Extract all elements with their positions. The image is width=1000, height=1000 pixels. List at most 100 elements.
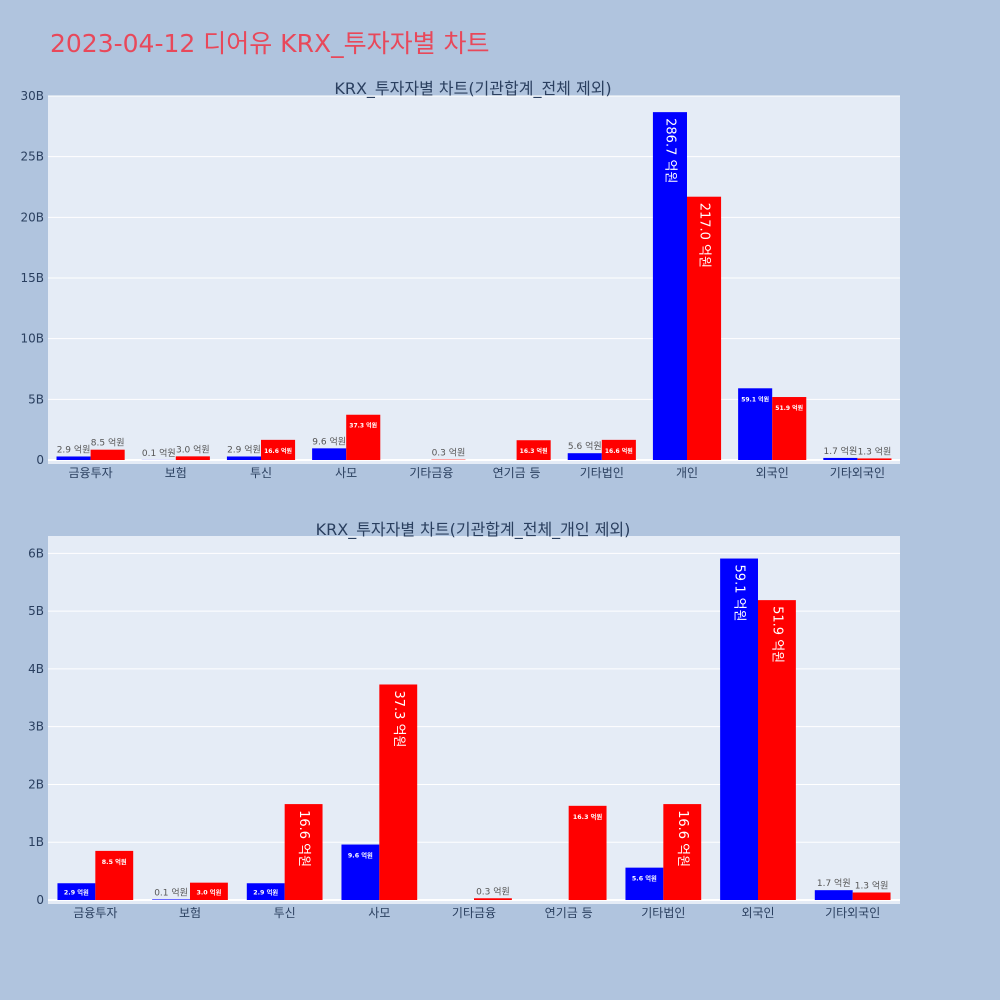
chart-2-bar-buy: [246, 883, 285, 900]
chart-2-bar-buy: [341, 844, 380, 900]
chart-1-ytick-label: 5B: [28, 392, 44, 406]
chart-2-data-label: 16.6 억원: [296, 810, 311, 867]
chart-1-data-label: 1.3 억원: [858, 445, 892, 457]
chart-2-category-label: 연기금 등: [545, 906, 593, 920]
chart-2-data-label: 2.9 억원: [64, 888, 89, 897]
chart-1-category-label: 기타법인: [580, 466, 624, 480]
chart-1-category-label: 금융투자: [69, 466, 113, 480]
chart-1-bar-sell: [261, 439, 296, 460]
chart-1-ytick-label: 25B: [20, 150, 44, 164]
chart-1-bar-sell: [687, 196, 722, 460]
chart-1-ytick-label: 0: [36, 453, 44, 467]
chart-2-category-label: 금융투자: [73, 906, 117, 920]
chart-2-data-label: 37.3 억원: [391, 690, 406, 747]
chart-1-data-label: 5.6 억원: [568, 440, 602, 452]
chart-2-bar-buy: [625, 867, 664, 900]
chart-2-data-label: 2.9 억원: [253, 888, 278, 897]
chart-2-data-label: 59.1 억원: [732, 565, 747, 622]
chart-1-bar-sell: [857, 458, 892, 460]
chart-2-ytick-label: 3B: [28, 720, 44, 734]
chart-1-category-label: 외국인: [756, 466, 789, 480]
chart-1-category-label: 기타금융: [409, 466, 453, 480]
chart-2-data-label: 51.9 억원: [769, 606, 784, 663]
chart-2-data-label: 1.7 억원: [817, 877, 851, 889]
chart-1-data-label: 0.3 억원: [432, 447, 466, 459]
chart-1-bar-buy: [312, 448, 347, 460]
chart-2-data-label: 3.0 억원: [196, 887, 221, 896]
chart-2-bar-sell: [379, 684, 418, 900]
chart-1-bar-sell: [516, 440, 551, 460]
chart-2-bar-sell: [758, 600, 796, 900]
chart-2-ytick-label: 6B: [28, 546, 44, 560]
chart-2-ytick-label: 2B: [28, 777, 44, 791]
chart-1-bar-buy: [652, 112, 687, 461]
chart-1-ytick-label: 10B: [20, 332, 44, 346]
chart-2-bar-sell: [568, 805, 607, 900]
chart-1-category-label: 사모: [335, 466, 357, 480]
chart-2-bar-buy: [152, 899, 190, 900]
chart-1-data-label: 16.3 억원: [520, 447, 548, 455]
chart-1-data-label: 37.3 억원: [349, 422, 377, 430]
chart-2-bar-sell: [284, 804, 323, 900]
chart-2-data-label: 1.3 억원: [855, 879, 889, 891]
chart-2-bar-sell: [190, 882, 228, 900]
chart-2-category-label: 사모: [368, 906, 390, 920]
page-title: 2023-04-12 디어유 KRX_투자자별 차트: [50, 29, 490, 58]
chart-1-data-label: 1.7 억원: [823, 445, 857, 457]
chart-2-data-label: 5.6 억원: [632, 874, 657, 883]
chart-1-bar-buy: [56, 456, 91, 460]
chart-1-data-label: 2.9 억원: [227, 443, 261, 455]
chart-1-ytick-label: 20B: [20, 210, 44, 224]
chart-2-bar-buy: [720, 558, 758, 900]
chart-2-category-label: 보험: [179, 906, 201, 920]
chart-2-category-label: 기타금융: [452, 906, 496, 920]
chart-1-data-label: 51.9 억원: [775, 404, 803, 412]
chart-2-bar-sell: [852, 892, 891, 900]
chart-1-category-label: 연기금 등: [493, 466, 541, 480]
chart-1-bar-buy: [823, 457, 858, 460]
chart-2-category-label: 기타외국인: [825, 906, 880, 920]
chart-2-bar-sell: [95, 850, 134, 900]
chart-2-data-label: 16.3 억원: [573, 812, 603, 821]
chart-1-data-label: 2.9 억원: [57, 443, 91, 455]
chart-1-data-label: 59.1 억원: [741, 395, 769, 403]
chart-2-data-label: 0.3 억원: [476, 885, 510, 897]
chart-1-ytick-label: 30B: [20, 89, 44, 103]
chart-1-title: KRX_투자자별 차트(기관합계_전체 제외): [334, 79, 611, 99]
chart-1-data-label: 3.0 억원: [176, 443, 210, 455]
chart-2-category-label: 외국인: [741, 906, 774, 920]
chart-2-ytick-label: 4B: [28, 662, 44, 676]
chart-1-bar-sell: [601, 439, 636, 460]
chart-2-ytick-label: 5B: [28, 604, 44, 618]
chart-1-data-label: 16.6 억원: [264, 447, 292, 455]
chart-2-data-label: 16.6 억원: [675, 810, 690, 867]
chart-1-data-label: 8.5 억원: [91, 437, 125, 449]
chart-1-data-label: 217.0 억원: [697, 203, 712, 268]
chart-2-bar-buy: [57, 883, 96, 900]
chart-2-ytick-label: 1B: [28, 835, 44, 849]
chart-2-category-label: 기타법인: [641, 906, 685, 920]
chart-1-category-label: 보험: [165, 466, 187, 480]
chart-1-bar-sell: [772, 397, 807, 460]
chart-2-title: KRX_투자자별 차트(기관합계_전체_개인 제외): [316, 520, 631, 540]
chart-1-category-label: 기타외국인: [830, 466, 885, 480]
chart-1-bar-buy: [567, 453, 602, 460]
chart-2-bar-sell: [663, 804, 702, 900]
chart-2-category-label: 투신: [274, 906, 296, 920]
chart-1-data-label: 16.6 억원: [605, 447, 633, 455]
chart-1-category-label: 개인: [676, 466, 698, 480]
chart-2-data-label: 8.5 억원: [102, 857, 127, 866]
chart-1-category-label: 투신: [250, 466, 272, 480]
chart-2-data-label: 9.6 억원: [348, 851, 373, 860]
chart-1-bar-sell: [346, 414, 381, 460]
chart-1-bar-buy: [738, 388, 773, 460]
chart-2-ytick-label: 0: [36, 893, 44, 907]
chart-1-data-label: 9.6 억원: [312, 435, 346, 447]
chart-1-bar-buy: [226, 456, 261, 460]
chart-2-bar-buy: [814, 890, 853, 900]
chart-1-bar-sell: [90, 449, 125, 460]
chart-1-data-label: 0.1 억원: [142, 447, 176, 459]
chart-2-bar-sell: [474, 898, 512, 900]
chart-1-bar-sell: [175, 456, 210, 460]
